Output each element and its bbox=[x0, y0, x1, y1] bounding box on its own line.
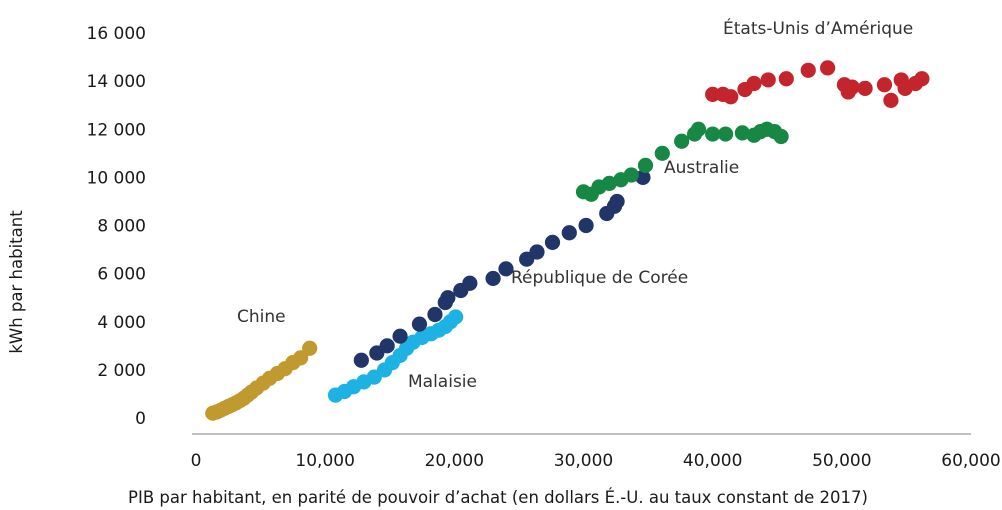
data-point bbox=[717, 126, 734, 142]
x-tick-label: 50,000 bbox=[812, 451, 871, 471]
series-label: République de Corée bbox=[511, 268, 688, 288]
data-point bbox=[723, 89, 739, 105]
data-point bbox=[800, 62, 816, 78]
data-point bbox=[746, 75, 762, 92]
data-point bbox=[623, 167, 639, 183]
data-point bbox=[637, 157, 654, 173]
data-point bbox=[609, 193, 625, 210]
x-tick-label: 40,000 bbox=[683, 451, 742, 471]
series-label: États-Unis d’Amérique bbox=[723, 17, 913, 39]
data-point bbox=[427, 306, 443, 323]
data-point bbox=[773, 128, 789, 145]
data-point bbox=[876, 77, 893, 93]
data-point bbox=[440, 290, 456, 306]
data-point bbox=[379, 338, 395, 354]
y-tick-label: 0 bbox=[135, 409, 146, 429]
x-tick-label: 10,000 bbox=[295, 451, 354, 471]
y-tick-label: 10 000 bbox=[87, 168, 146, 188]
x-tick-label: 60,000 bbox=[941, 451, 1000, 471]
data-point bbox=[844, 79, 860, 95]
x-axis-title: PIB par habitant, en parité de pouvoir d… bbox=[128, 488, 868, 507]
y-tick-label: 4 000 bbox=[97, 313, 146, 333]
data-point bbox=[705, 126, 721, 142]
x-tick-label: 20,000 bbox=[425, 451, 484, 471]
data-point bbox=[734, 125, 750, 141]
data-point bbox=[544, 234, 561, 250]
data-point bbox=[820, 60, 836, 76]
data-point bbox=[578, 217, 594, 234]
data-point bbox=[353, 352, 369, 368]
data-point bbox=[635, 169, 651, 185]
y-tick-label: 16 000 bbox=[87, 24, 146, 44]
series-group bbox=[575, 121, 789, 202]
data-point bbox=[411, 316, 428, 332]
data-point bbox=[674, 133, 690, 149]
data-point bbox=[857, 80, 873, 96]
y-tick-label: 8 000 bbox=[97, 217, 146, 237]
series-group bbox=[205, 340, 318, 421]
data-point bbox=[392, 328, 408, 344]
y-tick-label: 12 000 bbox=[87, 120, 146, 140]
data-point bbox=[498, 261, 514, 277]
data-point bbox=[883, 92, 899, 108]
data-point bbox=[448, 309, 464, 325]
labels-layer: Chine Malaisie République de Corée Australi… bbox=[237, 17, 913, 392]
series-group bbox=[327, 309, 464, 403]
data-point bbox=[778, 71, 794, 87]
data-point bbox=[690, 121, 707, 137]
y-tick-label: 14 000 bbox=[87, 72, 146, 92]
points-layer bbox=[205, 60, 930, 421]
axis-layer: 0 2 000 4 000 6 000 8 000 10 000 12 000 14 000 1… bbox=[7, 24, 1001, 507]
data-point bbox=[601, 175, 617, 191]
y-tick-label: 6 000 bbox=[97, 265, 146, 285]
x-tick-label: 0 bbox=[191, 451, 202, 471]
series-label: Malaisie bbox=[408, 372, 477, 392]
data-point bbox=[654, 145, 670, 161]
data-point bbox=[302, 340, 318, 356]
x-tick-label: 30,000 bbox=[554, 451, 613, 471]
data-point bbox=[561, 225, 577, 241]
data-point bbox=[485, 270, 501, 287]
series-group bbox=[353, 169, 651, 368]
data-point bbox=[462, 275, 478, 291]
series-label: Chine bbox=[237, 307, 286, 327]
data-point bbox=[529, 244, 545, 260]
y-tick-label: 2 000 bbox=[97, 361, 146, 381]
series-group bbox=[705, 60, 930, 108]
series-label: Australie bbox=[664, 158, 739, 178]
data-point bbox=[760, 72, 776, 88]
data-point bbox=[914, 71, 930, 87]
data-point bbox=[293, 350, 309, 366]
y-axis-title: kWh par habitant bbox=[7, 210, 26, 354]
